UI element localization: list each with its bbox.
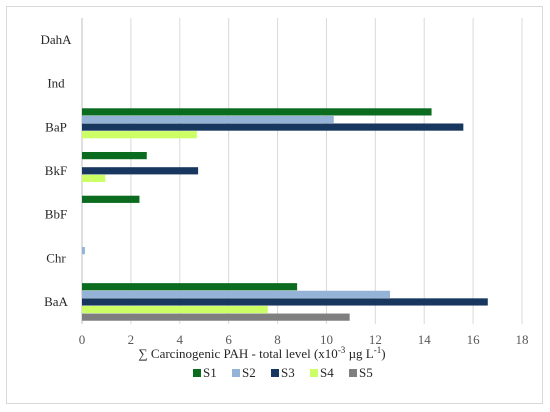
x-tick-label: 0 [79, 332, 86, 347]
legend-swatch-s1 [193, 369, 201, 377]
x-tick-label: 6 [225, 332, 232, 347]
x-tick-label: 12 [369, 332, 382, 347]
x-axis-title: ∑ Carcinogenic PAH - total level (x10-3 … [138, 345, 385, 361]
legend-swatch-s2 [232, 369, 240, 377]
x-axis-title-middle: µg L [345, 346, 373, 361]
bar-s4-bap [82, 131, 197, 139]
bar-s1-bkf [82, 152, 147, 160]
legend-label-s3: S3 [281, 365, 295, 380]
category-label: Chr [46, 250, 66, 265]
chart-frame [6, 6, 543, 404]
bar-s1-baa [82, 283, 298, 291]
legend-label-s5: S5 [359, 365, 373, 380]
legend: S1 S2 S3 S4 S5 [193, 365, 373, 380]
bar-s1-bap [82, 108, 432, 116]
legend-label-s4: S4 [320, 365, 334, 380]
x-axis-title-suffix: ) [381, 346, 385, 361]
legend-swatch-s3 [271, 369, 279, 377]
legend-swatch-s5 [349, 369, 357, 377]
x-tick-label: 8 [274, 332, 281, 347]
bar-s2-chr [82, 247, 85, 255]
bar-s1-bbf [82, 195, 140, 203]
x-axis-title-exp1: -3 [338, 345, 346, 355]
category-labels: BaA Chr BbF BkF BaP Ind DahA [40, 32, 72, 309]
bar-s4-baa [82, 305, 268, 314]
x-axis-title-prefix: ∑ Carcinogenic PAH - total level (x10 [138, 346, 337, 361]
legend-label-s1: S1 [203, 365, 217, 380]
bar-s2-baa [82, 290, 390, 298]
bar-s3-bkf [82, 167, 199, 175]
x-axis-title-exp2: -1 [374, 345, 382, 355]
x-tick-label: 10 [320, 332, 333, 347]
category-label: DahA [40, 32, 72, 47]
category-label: BaA [44, 294, 68, 309]
category-label: BkF [45, 163, 67, 178]
x-tick-label: 2 [128, 332, 135, 347]
bar-s3-bap [82, 123, 464, 131]
x-tick-label: 18 [516, 332, 529, 347]
legend-swatch-s4 [310, 369, 318, 377]
bar-s2-bap [82, 115, 334, 124]
bar-s4-bkf [82, 174, 106, 182]
category-label: BaP [45, 119, 67, 134]
x-tick-label: 16 [467, 332, 481, 347]
bars [82, 108, 488, 321]
bar-s5-baa [82, 313, 350, 321]
category-label: BbF [45, 207, 67, 222]
x-ticks: 0 2 4 6 8 10 12 14 16 18 [79, 332, 529, 347]
x-tick-label: 4 [177, 332, 184, 347]
category-label: Ind [47, 76, 65, 91]
bar-s3-baa [82, 298, 488, 306]
legend-label-s2: S2 [242, 365, 256, 380]
x-tick-label: 14 [418, 332, 432, 347]
